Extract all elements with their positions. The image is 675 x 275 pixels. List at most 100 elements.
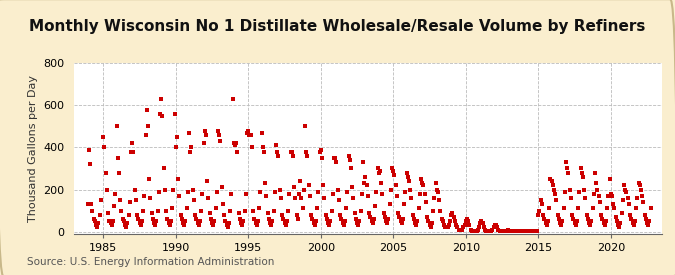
Point <box>286 149 297 154</box>
Point <box>288 154 298 158</box>
Point <box>124 213 134 217</box>
Point <box>393 210 404 215</box>
Point <box>252 219 263 223</box>
Point <box>610 215 621 219</box>
Point <box>188 198 199 202</box>
Point <box>486 229 497 233</box>
Point <box>416 177 427 181</box>
Point <box>186 145 197 150</box>
Point <box>396 221 407 226</box>
Point <box>375 168 385 173</box>
Point <box>491 223 502 227</box>
Point <box>431 187 442 192</box>
Point <box>638 200 649 204</box>
Point <box>427 221 437 226</box>
Point <box>180 219 191 223</box>
Point <box>130 187 140 192</box>
Point <box>382 221 393 226</box>
Point <box>263 217 274 221</box>
Point <box>124 200 135 204</box>
Point <box>551 198 562 202</box>
Point <box>169 112 180 116</box>
Point <box>506 229 517 233</box>
Point <box>574 189 585 194</box>
Point <box>251 223 262 227</box>
Point <box>410 221 421 226</box>
Point <box>556 223 566 227</box>
Point <box>401 170 412 175</box>
Point <box>101 170 111 175</box>
Point <box>117 217 128 221</box>
Point <box>342 189 353 194</box>
Point <box>173 177 184 181</box>
Point <box>171 135 182 139</box>
Point <box>408 217 419 221</box>
Point <box>568 217 578 221</box>
Point <box>517 229 528 233</box>
Point <box>497 229 508 233</box>
Point <box>92 225 103 230</box>
Point <box>479 225 489 230</box>
Point <box>619 183 630 188</box>
Point <box>221 223 232 227</box>
Point <box>231 141 242 145</box>
Point <box>348 196 359 200</box>
Point <box>271 143 281 148</box>
Point <box>566 196 576 200</box>
Point <box>521 229 532 233</box>
Point <box>140 133 151 137</box>
Point <box>622 196 633 200</box>
Point <box>549 192 560 196</box>
Point <box>557 219 568 223</box>
Point <box>563 170 574 175</box>
Point <box>442 225 453 230</box>
Point <box>642 221 653 226</box>
Point <box>540 221 551 226</box>
Point <box>215 139 226 143</box>
Point <box>599 223 610 227</box>
Point <box>399 202 410 207</box>
Point <box>549 187 560 192</box>
Point <box>520 229 531 233</box>
Point <box>116 208 127 213</box>
Point <box>309 223 320 227</box>
Point <box>377 192 387 196</box>
Point <box>130 198 141 202</box>
Point <box>156 97 167 101</box>
Point <box>621 189 632 194</box>
Point <box>250 221 261 226</box>
Point <box>607 194 618 198</box>
Point <box>508 229 518 233</box>
Point <box>203 196 214 200</box>
Point <box>358 160 369 164</box>
Point <box>300 124 310 129</box>
Point <box>265 221 275 226</box>
Point <box>534 208 545 213</box>
Point <box>291 213 302 217</box>
Point <box>443 223 454 227</box>
Point <box>620 187 630 192</box>
Point <box>626 217 637 221</box>
Point <box>245 133 256 137</box>
Point <box>538 213 549 217</box>
Point <box>330 156 341 160</box>
Point <box>423 219 434 223</box>
Point <box>301 149 312 154</box>
Point <box>562 166 572 171</box>
Point <box>113 170 124 175</box>
Point <box>233 210 244 215</box>
Point <box>329 156 340 160</box>
Point <box>274 187 285 192</box>
Point <box>421 200 431 204</box>
Point <box>306 213 317 217</box>
Point <box>279 221 290 226</box>
Point <box>352 221 362 226</box>
Point <box>105 221 116 226</box>
Point <box>223 221 234 226</box>
Point <box>153 208 163 213</box>
Point <box>440 225 451 230</box>
Point <box>435 208 446 213</box>
Point <box>500 229 511 233</box>
Point <box>572 206 583 211</box>
Point <box>487 227 497 232</box>
